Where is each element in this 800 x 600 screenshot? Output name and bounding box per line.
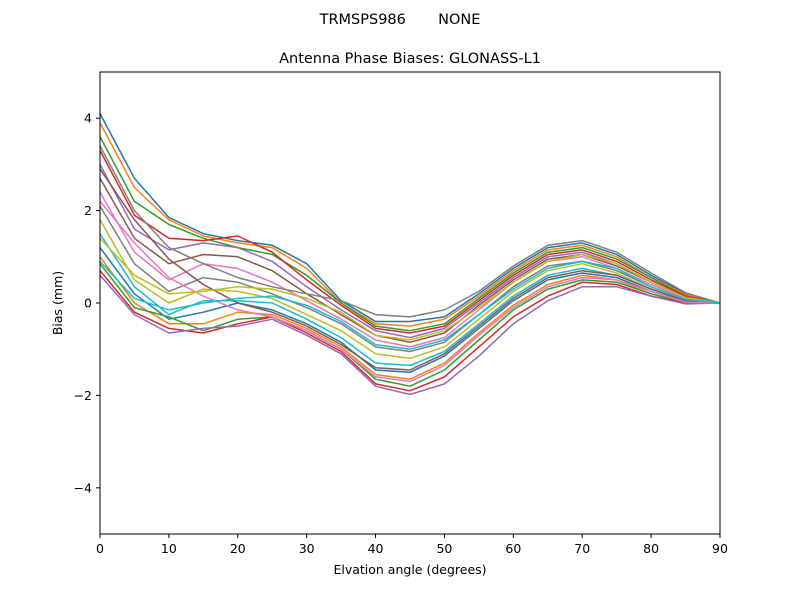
- y-axis-label: Bias (mm): [50, 271, 65, 335]
- x-tick-label: 0: [96, 541, 104, 556]
- series-line-2: [99, 122, 721, 327]
- x-tick-label: 80: [643, 541, 659, 556]
- y-tick-label: 2: [84, 203, 92, 218]
- x-tick-label: 20: [230, 541, 246, 556]
- x-tick-label: 30: [299, 541, 315, 556]
- series-line-16: [99, 168, 721, 371]
- series-line-20: [99, 260, 721, 350]
- x-tick-label: 50: [436, 541, 452, 556]
- series-layer: [99, 113, 721, 396]
- series-line-4: [99, 150, 721, 334]
- x-axis-label: Elvation angle (degrees): [333, 562, 486, 577]
- series-line-6: [99, 177, 721, 344]
- series-line-9: [99, 219, 721, 360]
- series-line-11: [99, 247, 721, 374]
- y-tick-label: −2: [74, 388, 92, 403]
- y-tick-label: −4: [74, 480, 92, 495]
- series-line-19: [99, 237, 721, 341]
- series-line-17: [99, 200, 721, 383]
- x-axis: 0 10 20 30 40 50 60 70 80 90: [96, 534, 728, 556]
- series-line-18: [99, 145, 721, 318]
- x-tick-label: 40: [368, 541, 384, 556]
- figure-suptitle: TRMSPS986 NONE: [319, 12, 481, 28]
- series-line-15: [99, 274, 721, 396]
- x-tick-label: 90: [712, 541, 728, 556]
- series-line-1: [99, 113, 721, 323]
- series-line-8: [99, 205, 721, 353]
- x-tick-label: 60: [505, 541, 521, 556]
- series-line-14: [99, 270, 720, 392]
- series-line-3: [99, 136, 721, 332]
- y-tick-label: 0: [84, 296, 92, 311]
- y-axis: −4 −2 0 2 4: [74, 111, 100, 495]
- x-tick-label: 70: [574, 541, 590, 556]
- chart-title: Antenna Phase Biases: GLONASS-L1: [279, 51, 541, 67]
- series-line-13: [99, 263, 720, 387]
- y-tick-label: 4: [84, 111, 92, 126]
- x-tick-label: 10: [161, 541, 177, 556]
